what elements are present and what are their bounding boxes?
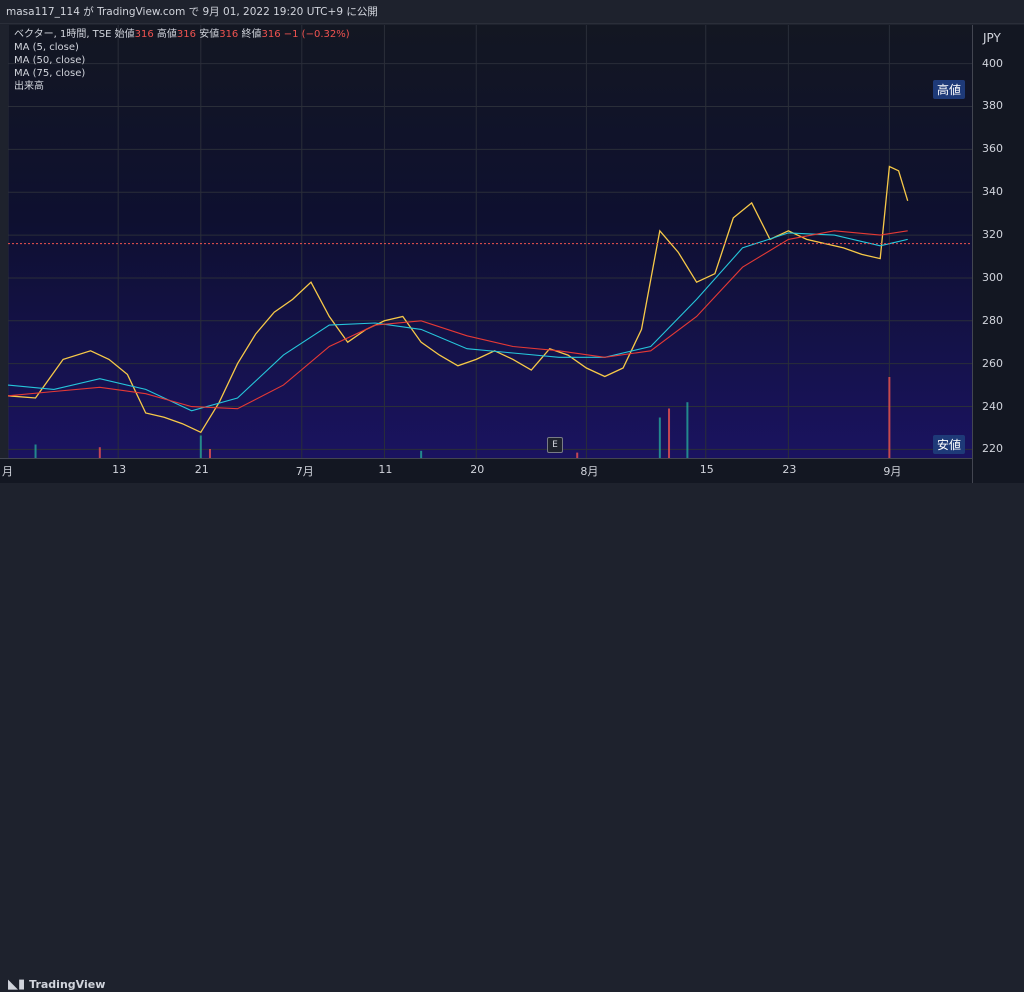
time-tick-label: 13 [112,463,127,476]
time-tick-label: 20 [470,463,485,476]
time-tick-label: 21 [194,463,209,476]
volume-bar [34,444,37,458]
chart-plot-area[interactable] [8,25,972,458]
price-tick-label: 240 [982,399,1003,413]
price-tick-label: 280 [982,313,1003,327]
time-tick-label: 月 [2,465,13,478]
ma75-line [8,230,908,410]
price-tick-label: 320 [982,228,1003,242]
price-tick-label: 300 [982,270,1003,284]
price-chart[interactable] [8,25,972,458]
volume-bar [686,402,689,458]
currency-label: JPY [983,31,1001,45]
time-tick-label: 11 [378,463,393,476]
time-tick-label: 23 [782,463,797,476]
volume-bar [576,452,579,458]
time-tick-label: 8月 [580,465,599,478]
time-tick-label: 9月 [883,465,902,478]
footer: ◣▮ TradingView [0,483,1024,992]
high-tag: 高値 [933,80,966,99]
tradingview-logo[interactable]: ◣▮ TradingView [8,977,105,992]
price-tick-label: 260 [982,356,1003,370]
price-axis[interactable]: JPY [972,25,1024,483]
price-tick-label: 400 [982,56,1003,70]
chart-legend: ベクター, 1時間, TSE 始値316 高値316 安値316 終値316 −… [14,28,350,93]
brand-label: TradingView [29,978,106,991]
price-tick-label: 360 [982,142,1003,156]
earnings-badge[interactable]: E [547,437,563,453]
ma-lines [8,165,909,434]
time-axis[interactable] [0,458,972,484]
publish-text: masa117_114 が TradingView.com で 9月 01, 2… [6,6,378,18]
grid-lines [8,25,972,458]
price-tick-label: 380 [982,99,1003,113]
legend-ma50[interactable]: MA (50, close) [14,55,86,66]
volume-bar [888,377,891,458]
legend-symbol-line: ベクター, 1時間, TSE 始値316 高値316 安値316 終値316 −… [14,29,350,40]
low-tag: 安値 [933,435,966,454]
volume-bar [658,417,661,458]
ma5-line [8,165,909,434]
legend-ma75[interactable]: MA (75, close) [14,68,86,79]
volume-bar [668,408,671,458]
volume-bar [208,449,211,458]
volume-bars [34,377,891,458]
price-tick-label: 220 [982,442,1003,456]
legend-ma5[interactable]: MA (5, close) [14,42,79,53]
volume-bar [98,447,101,458]
price-tick-label: 340 [982,185,1003,199]
tradingview-icon: ◣▮ [8,977,26,992]
volume-bar [420,450,423,458]
volume-bar [199,435,202,458]
time-tick-label: 7月 [295,465,314,478]
legend-volume[interactable]: 出来高 [14,81,44,92]
publish-header: masa117_114 が TradingView.com で 9月 01, 2… [0,0,1024,24]
ma50-line [8,232,908,412]
time-tick-label: 15 [699,463,714,476]
